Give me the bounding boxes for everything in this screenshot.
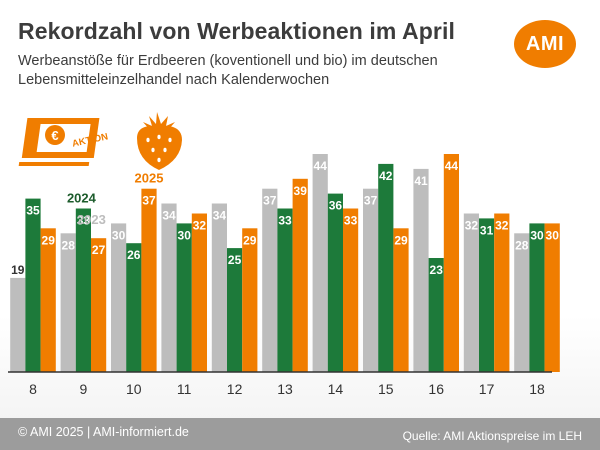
x-tick-label-15: 15 [378, 381, 394, 397]
aktion-badge-icon: € AKTION [18, 118, 109, 166]
bar-2025-week-10 [141, 188, 157, 372]
bar-2023-week-16 [413, 168, 429, 372]
data-label-2023-week-16: 41 [414, 174, 428, 188]
data-label-2024-week-16: 23 [430, 263, 444, 277]
bar-2025-week-8 [40, 228, 56, 372]
bar-2025-week-18 [544, 223, 560, 372]
x-tick-label-10: 10 [126, 381, 142, 397]
data-label-2024-week-9: 33 [77, 214, 91, 228]
data-label-2025-week-14: 33 [344, 214, 358, 228]
bar-2024-week-14 [327, 193, 343, 372]
data-label-2024-week-15: 42 [379, 169, 393, 183]
data-label-2023-week-11: 34 [162, 209, 176, 223]
data-label-2023-week-13: 37 [263, 194, 277, 208]
x-tick-label-9: 9 [80, 381, 88, 397]
x-tick-label-11: 11 [177, 381, 192, 397]
bar-2024-week-15 [378, 163, 394, 372]
bar-2025-week-9 [91, 238, 107, 372]
bar-2023-week-10 [111, 223, 127, 372]
data-label-2025-week-12: 29 [243, 233, 257, 247]
bar-2023-week-14 [312, 154, 328, 372]
bar-2023-week-18 [514, 233, 530, 372]
data-label-2025-week-9: 27 [92, 243, 106, 257]
data-label-2023-week-9: 28 [62, 238, 76, 252]
data-label-2024-week-13: 33 [278, 214, 292, 228]
legend-label-2025: 2025 [135, 171, 164, 186]
data-label-2023-week-10: 30 [112, 228, 126, 242]
data-label-2025-week-17: 32 [495, 219, 509, 233]
bar-2024-week-18 [529, 223, 545, 372]
bar-2024-week-17 [479, 218, 495, 372]
bar-2025-week-16 [443, 154, 459, 372]
x-tick-label-12: 12 [227, 381, 243, 397]
x-tick-label-18: 18 [529, 381, 545, 397]
bar-2024-week-9 [75, 208, 91, 372]
bar-2025-week-17 [494, 213, 510, 372]
data-label-2024-week-8: 35 [26, 204, 40, 218]
bar-2024-week-10 [126, 243, 142, 372]
footer-source: Quelle: AMI Aktionspreise im LEH [402, 429, 582, 443]
bar-2025-week-15 [393, 228, 409, 372]
data-label-2023-week-8: 19 [11, 263, 25, 277]
bar-2023-week-13 [262, 188, 278, 372]
bar-2023-week-8 [10, 277, 26, 372]
x-tick-label-14: 14 [328, 381, 344, 397]
data-label-2025-week-16: 44 [445, 159, 459, 173]
data-label-2024-week-14: 36 [329, 199, 343, 213]
bar-2025-week-12 [242, 228, 258, 372]
data-label-2024-week-17: 31 [480, 223, 494, 237]
bar-2024-week-11 [176, 223, 192, 372]
strawberry-icon [137, 112, 182, 170]
bar-2025-week-14 [343, 208, 359, 372]
data-label-2023-week-14: 44 [314, 159, 328, 173]
footer-copyright: © AMI 2025 | AMI-informiert.de [18, 425, 189, 439]
bar-2023-week-15 [363, 188, 379, 372]
data-label-2023-week-18: 28 [515, 238, 529, 252]
data-label-2025-week-13: 39 [294, 184, 308, 198]
footer-bar: © AMI 2025 | AMI-informiert.de Quelle: A… [0, 418, 600, 450]
bar-2023-week-17 [463, 213, 479, 372]
bar-2025-week-13 [292, 178, 308, 372]
ami-logo: AMI [514, 20, 576, 68]
data-label-2024-week-10: 26 [127, 248, 141, 262]
bar-2024-week-12 [227, 248, 243, 372]
x-tick-label-17: 17 [479, 381, 495, 397]
bar-2025-week-11 [191, 213, 207, 372]
bar-2024-week-13 [277, 208, 293, 372]
data-label-2024-week-11: 30 [178, 228, 192, 242]
bar-2023-week-11 [161, 203, 177, 372]
x-tick-label-16: 16 [428, 381, 444, 397]
legend-label-2024: 2024 [67, 191, 97, 206]
data-label-2025-week-18: 30 [546, 228, 560, 242]
data-label-2024-week-18: 30 [530, 228, 544, 242]
chart-subtitle: Werbeanstöße für Erdbeeren (koventionell… [18, 53, 438, 88]
data-label-2025-week-10: 37 [142, 194, 156, 208]
data-label-2025-week-8: 29 [42, 233, 56, 247]
data-label-2023-week-17: 32 [465, 219, 479, 233]
chart-title: Rekordzahl von Werbeaktionen im April [18, 18, 455, 44]
bar-2024-week-16 [428, 258, 444, 372]
data-label-2025-week-15: 29 [394, 233, 408, 247]
bar-2024-week-8 [25, 198, 41, 372]
data-label-2023-week-15: 37 [364, 194, 378, 208]
svg-text:€: € [51, 128, 58, 143]
bar-2023-week-12 [211, 203, 227, 372]
data-label-2025-week-11: 32 [193, 219, 207, 233]
legend-label-2023: 2023 [77, 212, 106, 227]
x-tick-label-8: 8 [29, 381, 37, 397]
bar-2023-week-9 [60, 233, 76, 372]
data-label-2024-week-12: 25 [228, 253, 242, 267]
data-label-2023-week-12: 34 [213, 209, 227, 223]
x-tick-label-13: 13 [277, 381, 293, 397]
